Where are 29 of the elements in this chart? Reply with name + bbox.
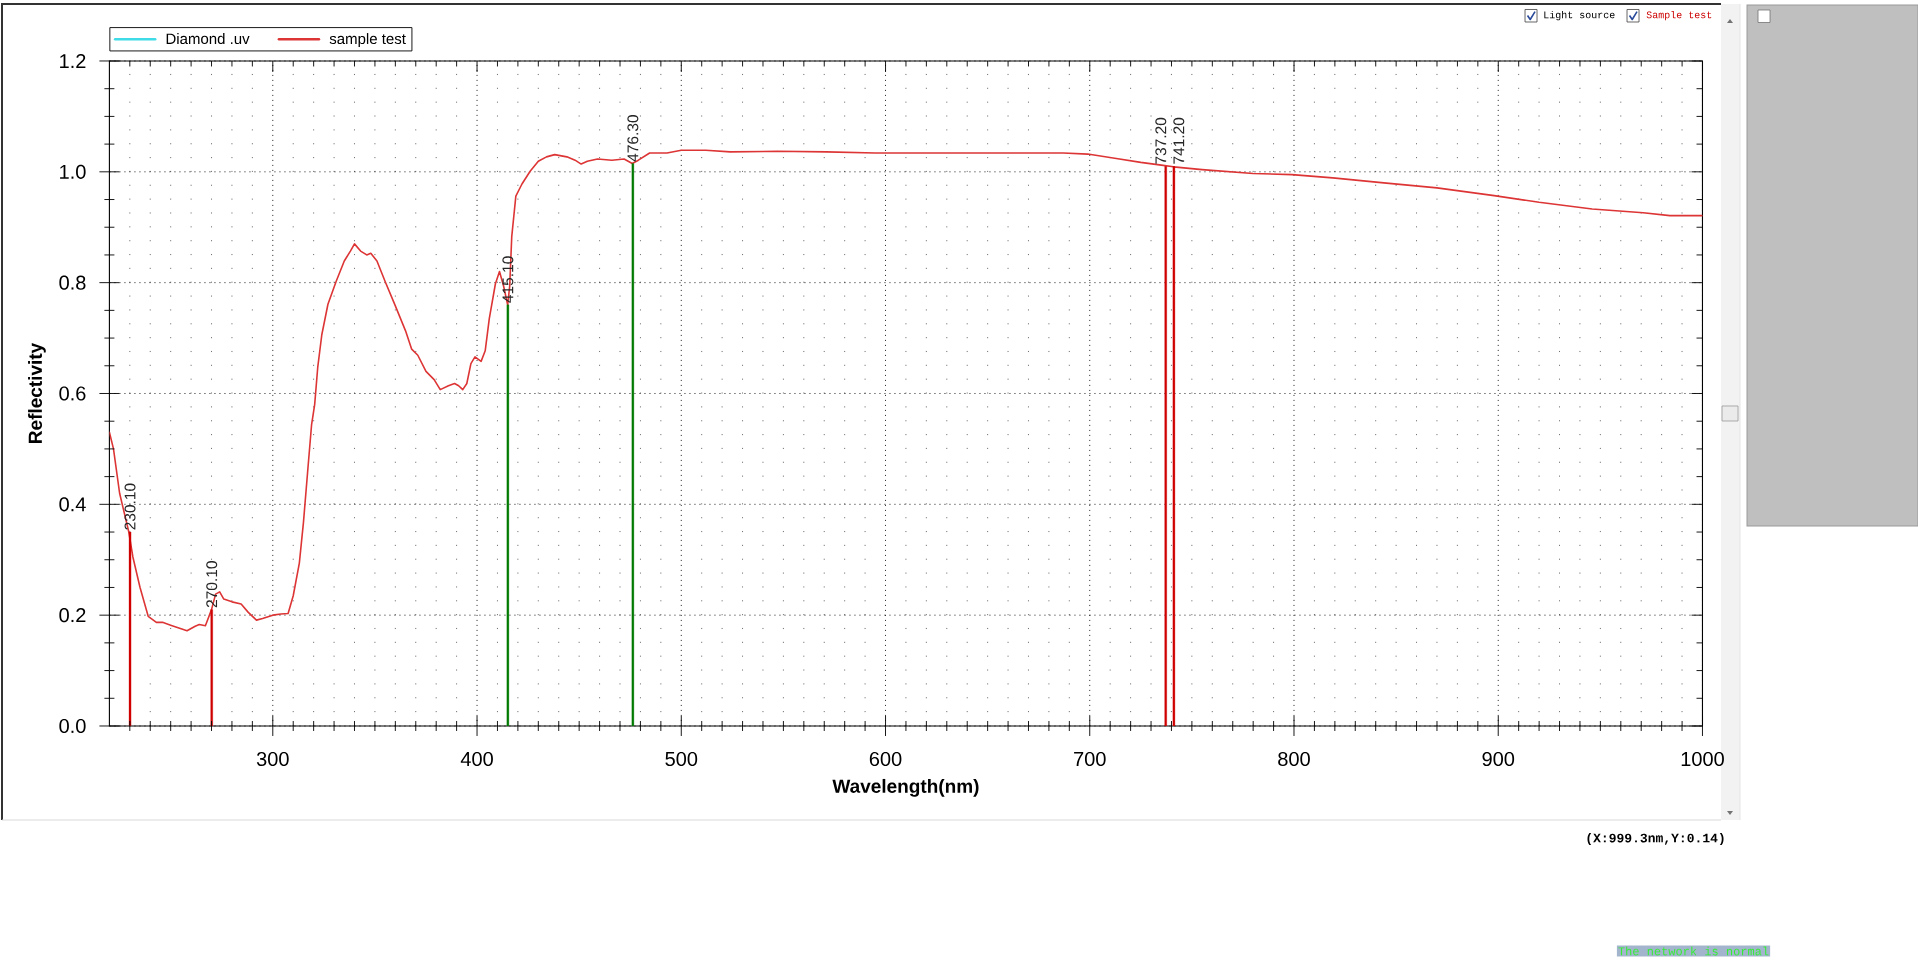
annotation: 230.10 — [124, 483, 136, 530]
text: (X:999.3nm,Y:0.14) — [1587, 832, 1724, 846]
legend-label: sample test — [329, 33, 406, 48]
text: Light source — [1544, 10, 1615, 21]
annotation: 741.20 — [1173, 117, 1185, 164]
annotation: 270.10 — [206, 561, 218, 608]
y-axis-title: Reflectivity — [28, 342, 46, 443]
text: Sample test — [1646, 10, 1712, 21]
x-axis-title: Wavelength(nm) — [832, 778, 979, 797]
annotation: 476.30 — [627, 115, 639, 162]
x-tick-label: 300 — [256, 751, 289, 767]
y-tick-label: 0.4 — [59, 497, 86, 512]
x-tick-label: 1000 — [1681, 751, 1724, 767]
x-tick-label: 400 — [460, 751, 493, 767]
text: The network is normal — [1618, 946, 1769, 956]
y-tick-label: 0.8 — [59, 275, 86, 290]
y-tick-label: 1.2 — [60, 53, 86, 68]
legend-label: Diamond .uv — [166, 33, 250, 45]
annotation: 415.10 — [502, 256, 514, 303]
x-tick-label: 800 — [1278, 751, 1310, 767]
y-tick-label: 1.0 — [60, 164, 86, 179]
x-tick-label: 600 — [869, 751, 902, 767]
y-tick-label: 0.2 — [59, 608, 86, 623]
y-tick-label: 0.0 — [59, 718, 86, 734]
y-tick-label: 0.6 — [59, 386, 86, 401]
x-tick-label: 500 — [665, 751, 698, 767]
x-tick-label: 900 — [1482, 751, 1515, 767]
annotation: 737.20 — [1155, 117, 1167, 164]
x-tick-label: 700 — [1074, 751, 1106, 767]
